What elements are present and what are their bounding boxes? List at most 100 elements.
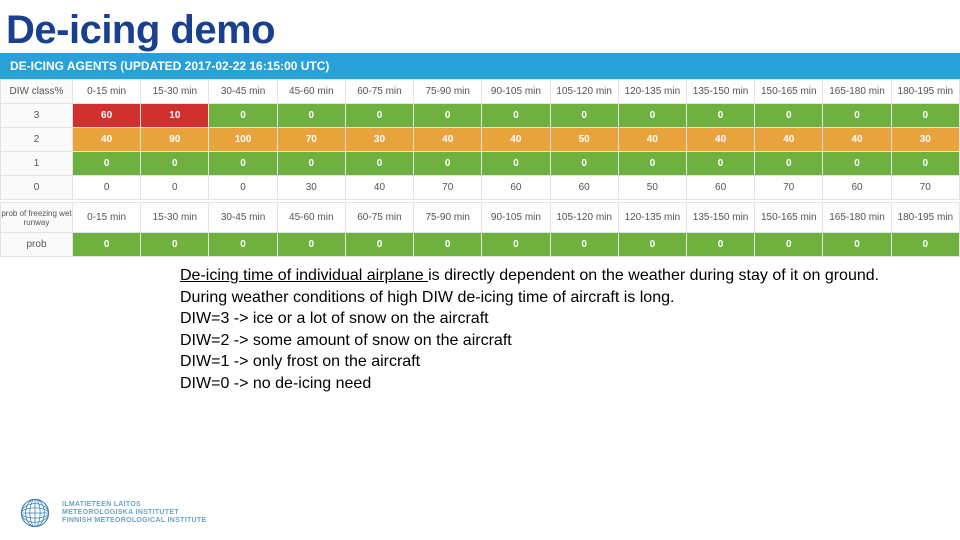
desc-lead-rest: is directly dependent on the weather dur… xyxy=(428,267,879,284)
heat-cell: 30 xyxy=(277,176,345,200)
heat-cell: 0 xyxy=(209,233,277,257)
heat-cell: 40 xyxy=(73,128,141,152)
heat-cell: 70 xyxy=(414,176,482,200)
heat-cell: 0 xyxy=(755,104,823,128)
heat-cell: 0 xyxy=(277,104,345,128)
heat-cell: 0 xyxy=(73,233,141,257)
heat-cell: 70 xyxy=(891,176,959,200)
heat-cell: 0 xyxy=(823,152,891,176)
heat-cell: 0 xyxy=(277,152,345,176)
time-bin-header: 75-90 min xyxy=(414,203,482,233)
desc-lead: De-icing time of individual airplane is … xyxy=(180,265,940,287)
heat-cell: 0 xyxy=(686,152,754,176)
time-bin-header: 180-195 min xyxy=(891,80,959,104)
heat-cell: 30 xyxy=(345,128,413,152)
time-bin-header: 90-105 min xyxy=(482,80,550,104)
time-bin-header: 150-165 min xyxy=(755,203,823,233)
heat-cell: 40 xyxy=(618,128,686,152)
time-bin-header: 0-15 min xyxy=(73,203,141,233)
desc-line: During weather conditions of high DIW de… xyxy=(180,287,940,309)
heat-cell: 0 xyxy=(482,152,550,176)
time-bin-header: 165-180 min xyxy=(823,80,891,104)
heat-cell: 60 xyxy=(550,176,618,200)
time-bin-header: 90-105 min xyxy=(482,203,550,233)
heat-cell: 0 xyxy=(141,152,209,176)
heat-cell: 0 xyxy=(618,233,686,257)
heat-cell: 40 xyxy=(345,176,413,200)
heat-cell: 0 xyxy=(414,104,482,128)
heat-cell: 0 xyxy=(755,233,823,257)
time-bin-header: 105-120 min xyxy=(550,203,618,233)
time-bin-header: 15-30 min xyxy=(141,80,209,104)
time-bin-header: 135-150 min xyxy=(686,80,754,104)
time-bin-header: 150-165 min xyxy=(755,80,823,104)
heat-cell: 0 xyxy=(209,152,277,176)
fmi-logo-icon xyxy=(18,496,52,530)
heat-cell: 0 xyxy=(891,104,959,128)
slide: De-icing demo DE-ICING AGENTS (UPDATED 2… xyxy=(0,0,960,540)
diw-table: DIW class%0-15 min15-30 min30-45 min45-6… xyxy=(0,79,960,200)
heat-cell: 0 xyxy=(891,233,959,257)
freeze-table: prob of freezing wet runway0-15 min15-30… xyxy=(0,202,960,257)
freeze-table-body: prob0000000000000 xyxy=(1,233,960,257)
time-bin-header: 60-75 min xyxy=(345,203,413,233)
time-bin-header: 180-195 min xyxy=(891,203,959,233)
table-row: 3601000000000000 xyxy=(1,104,960,128)
diw-table-head: DIW class%0-15 min15-30 min30-45 min45-6… xyxy=(1,80,960,104)
heat-cell: 0 xyxy=(345,233,413,257)
desc-lead-underlined: De-icing time of individual airplane xyxy=(180,267,428,284)
freeze-header-cell: prob of freezing wet runway xyxy=(1,203,73,233)
heat-cell: 40 xyxy=(414,128,482,152)
page-title: De-icing demo xyxy=(0,0,960,53)
heat-cell: 0 xyxy=(482,104,550,128)
time-bin-header: 120-135 min xyxy=(618,80,686,104)
time-bin-header: 0-15 min xyxy=(73,80,141,104)
desc-line: DIW=2 -> some amount of snow on the airc… xyxy=(180,330,940,352)
heat-cell: 0 xyxy=(73,176,141,200)
heat-cell: 0 xyxy=(414,152,482,176)
heat-cell: 0 xyxy=(823,233,891,257)
heat-cell: 0 xyxy=(618,104,686,128)
heat-cell: 10 xyxy=(141,104,209,128)
row-label: 1 xyxy=(1,152,73,176)
heat-cell: 50 xyxy=(550,128,618,152)
row-label: 3 xyxy=(1,104,73,128)
description: De-icing time of individual airplane is … xyxy=(0,257,960,395)
heat-cell: 60 xyxy=(823,176,891,200)
heat-cell: 0 xyxy=(209,104,277,128)
row-label: 2 xyxy=(1,128,73,152)
heat-cell: 0 xyxy=(73,152,141,176)
heat-cell: 0 xyxy=(550,104,618,128)
heat-cell: 0 xyxy=(891,152,959,176)
heat-cell: 0 xyxy=(686,104,754,128)
heat-cell: 0 xyxy=(618,152,686,176)
desc-line: DIW=1 -> only frost on the aircraft xyxy=(180,351,940,373)
time-bin-header: 30-45 min xyxy=(209,203,277,233)
table-row: 000030407060605060706070 xyxy=(1,176,960,200)
heat-cell: 60 xyxy=(73,104,141,128)
freeze-table-head: prob of freezing wet runway0-15 min15-30… xyxy=(1,203,960,233)
time-bin-header: 105-120 min xyxy=(550,80,618,104)
heat-cell: 0 xyxy=(414,233,482,257)
table-row: prob0000000000000 xyxy=(1,233,960,257)
heat-cell: 0 xyxy=(345,104,413,128)
heat-cell: 40 xyxy=(482,128,550,152)
heat-cell: 40 xyxy=(686,128,754,152)
table-row: 10000000000000 xyxy=(1,152,960,176)
time-bin-header: 75-90 min xyxy=(414,80,482,104)
heat-cell: 0 xyxy=(550,152,618,176)
footer-line: ILMATIETEEN LAITOS xyxy=(62,501,206,509)
heat-cell: 0 xyxy=(141,176,209,200)
heat-cell: 0 xyxy=(345,152,413,176)
heat-cell: 40 xyxy=(755,128,823,152)
time-bin-header: 30-45 min xyxy=(209,80,277,104)
heat-cell: 30 xyxy=(891,128,959,152)
heat-cell: 0 xyxy=(550,233,618,257)
time-bin-header: 15-30 min xyxy=(141,203,209,233)
banner: DE-ICING AGENTS (UPDATED 2017-02-22 16:1… xyxy=(0,53,960,79)
heat-cell: 0 xyxy=(823,104,891,128)
footer: ILMATIETEEN LAITOSMETEOROLOGISKA INSTITU… xyxy=(18,496,206,530)
desc-line: DIW=3 -> ice or a lot of snow on the air… xyxy=(180,308,940,330)
heat-cell: 50 xyxy=(618,176,686,200)
time-bin-header: 45-60 min xyxy=(277,80,345,104)
